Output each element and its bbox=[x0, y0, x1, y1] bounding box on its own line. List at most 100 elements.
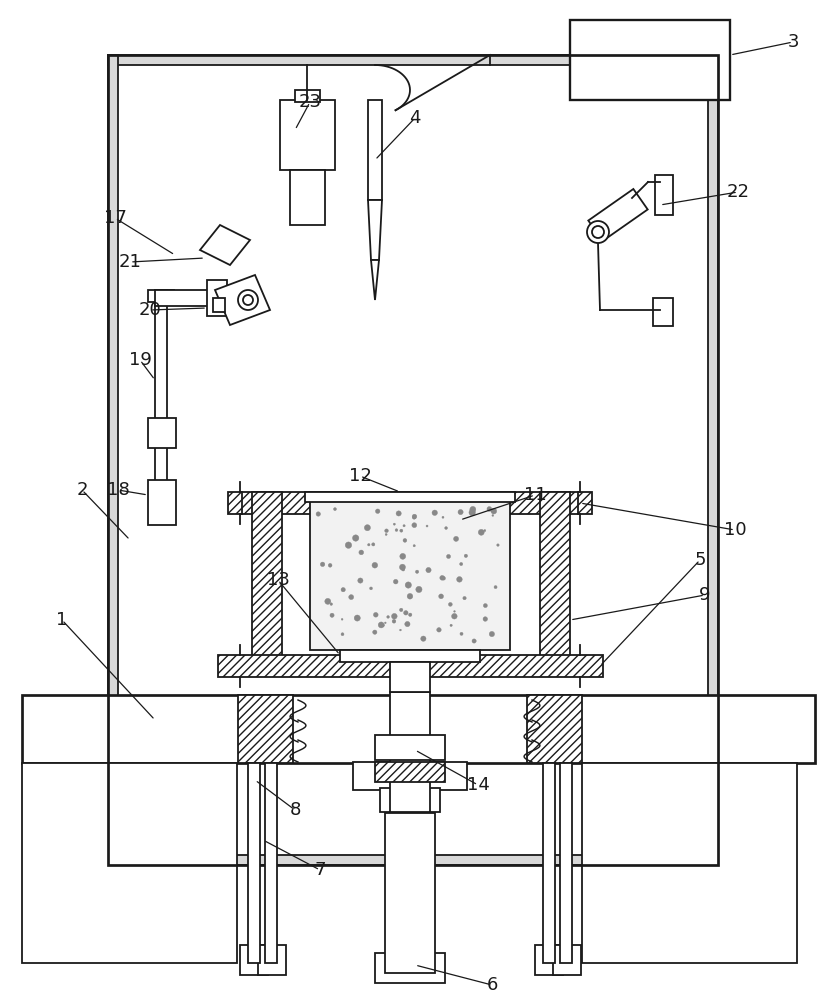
Circle shape bbox=[431, 510, 437, 515]
Text: 4: 4 bbox=[409, 109, 421, 127]
Circle shape bbox=[395, 511, 400, 516]
Bar bbox=[309, 500, 509, 650]
Text: 11: 11 bbox=[523, 486, 546, 504]
Circle shape bbox=[237, 290, 257, 310]
Text: 21: 21 bbox=[119, 253, 141, 271]
Circle shape bbox=[460, 632, 462, 635]
Circle shape bbox=[411, 514, 416, 519]
Text: 13: 13 bbox=[266, 571, 289, 589]
Bar bbox=[527, 695, 581, 763]
Bar bbox=[22, 763, 237, 963]
Circle shape bbox=[352, 535, 359, 541]
Bar bbox=[294, 90, 319, 102]
Circle shape bbox=[385, 533, 387, 535]
Text: 5: 5 bbox=[693, 551, 705, 569]
Circle shape bbox=[462, 596, 466, 600]
Circle shape bbox=[384, 622, 385, 624]
Circle shape bbox=[393, 579, 398, 584]
Circle shape bbox=[453, 611, 455, 612]
Text: 7: 7 bbox=[314, 861, 325, 879]
Bar bbox=[22, 695, 814, 763]
Circle shape bbox=[408, 613, 411, 616]
Circle shape bbox=[415, 570, 418, 573]
Bar bbox=[652, 298, 672, 326]
Circle shape bbox=[395, 529, 397, 531]
Circle shape bbox=[483, 530, 485, 532]
Circle shape bbox=[381, 624, 384, 627]
Bar bbox=[212, 298, 225, 312]
Bar bbox=[339, 650, 479, 662]
Circle shape bbox=[391, 613, 397, 619]
Bar bbox=[217, 655, 602, 677]
Bar bbox=[375, 762, 445, 782]
Circle shape bbox=[469, 506, 475, 512]
Circle shape bbox=[412, 516, 415, 519]
Bar bbox=[148, 480, 176, 525]
Bar bbox=[240, 492, 579, 514]
Bar bbox=[375, 735, 445, 760]
Circle shape bbox=[329, 603, 332, 605]
Circle shape bbox=[344, 542, 351, 548]
Circle shape bbox=[400, 553, 405, 559]
Circle shape bbox=[448, 602, 451, 606]
Text: 19: 19 bbox=[129, 351, 151, 369]
Circle shape bbox=[371, 543, 375, 546]
Circle shape bbox=[492, 515, 493, 516]
Circle shape bbox=[393, 523, 395, 525]
Text: 3: 3 bbox=[787, 33, 798, 51]
Bar bbox=[108, 55, 717, 865]
Circle shape bbox=[316, 512, 320, 516]
Bar bbox=[353, 762, 466, 790]
Text: 20: 20 bbox=[139, 301, 161, 319]
Circle shape bbox=[426, 525, 427, 527]
Circle shape bbox=[340, 633, 344, 636]
Text: 12: 12 bbox=[348, 467, 371, 485]
Circle shape bbox=[373, 612, 378, 617]
Bar bbox=[543, 763, 554, 963]
Bar bbox=[707, 55, 717, 865]
Polygon shape bbox=[215, 275, 270, 325]
Circle shape bbox=[333, 508, 336, 511]
Bar bbox=[148, 290, 174, 302]
Bar bbox=[553, 945, 580, 975]
Bar bbox=[108, 55, 717, 65]
Polygon shape bbox=[368, 200, 381, 260]
Circle shape bbox=[456, 577, 461, 582]
Circle shape bbox=[468, 509, 475, 516]
Circle shape bbox=[370, 587, 372, 590]
Text: 1: 1 bbox=[56, 611, 68, 629]
Bar bbox=[559, 763, 571, 963]
Circle shape bbox=[320, 562, 324, 567]
Bar bbox=[148, 418, 176, 448]
Circle shape bbox=[386, 616, 389, 618]
Bar bbox=[227, 492, 242, 514]
Bar bbox=[240, 945, 268, 975]
Circle shape bbox=[328, 563, 332, 567]
Polygon shape bbox=[370, 260, 379, 300]
Circle shape bbox=[411, 523, 416, 528]
Circle shape bbox=[459, 562, 462, 566]
Circle shape bbox=[391, 619, 395, 623]
Circle shape bbox=[441, 577, 445, 580]
Circle shape bbox=[340, 588, 345, 592]
Bar bbox=[655, 175, 672, 215]
Bar bbox=[368, 100, 381, 200]
Circle shape bbox=[371, 562, 377, 568]
Circle shape bbox=[477, 529, 484, 535]
Circle shape bbox=[426, 567, 431, 573]
Polygon shape bbox=[200, 225, 250, 265]
Circle shape bbox=[349, 595, 354, 600]
Text: 14: 14 bbox=[466, 776, 489, 794]
Circle shape bbox=[364, 525, 370, 531]
Bar bbox=[289, 170, 324, 225]
Text: 10: 10 bbox=[723, 521, 746, 539]
Circle shape bbox=[372, 630, 376, 634]
Bar bbox=[265, 763, 277, 963]
Circle shape bbox=[402, 525, 405, 527]
Circle shape bbox=[436, 628, 441, 632]
Bar bbox=[108, 855, 717, 865]
Text: 17: 17 bbox=[104, 209, 126, 227]
Circle shape bbox=[399, 608, 402, 612]
Circle shape bbox=[375, 509, 380, 513]
Circle shape bbox=[399, 564, 405, 570]
